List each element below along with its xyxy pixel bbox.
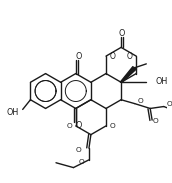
Text: O: O bbox=[152, 118, 158, 124]
Text: O: O bbox=[167, 101, 172, 107]
Text: O: O bbox=[126, 52, 132, 61]
Text: O: O bbox=[110, 123, 116, 129]
Text: O: O bbox=[66, 123, 72, 129]
Text: O: O bbox=[119, 29, 125, 38]
Text: O: O bbox=[138, 98, 143, 104]
Polygon shape bbox=[120, 67, 137, 82]
Text: O: O bbox=[110, 52, 116, 61]
Text: O: O bbox=[76, 147, 81, 153]
Text: O: O bbox=[78, 159, 84, 165]
Text: O: O bbox=[76, 52, 82, 61]
Text: OH: OH bbox=[155, 77, 167, 86]
Text: OH: OH bbox=[7, 108, 19, 117]
Text: O: O bbox=[76, 121, 82, 130]
